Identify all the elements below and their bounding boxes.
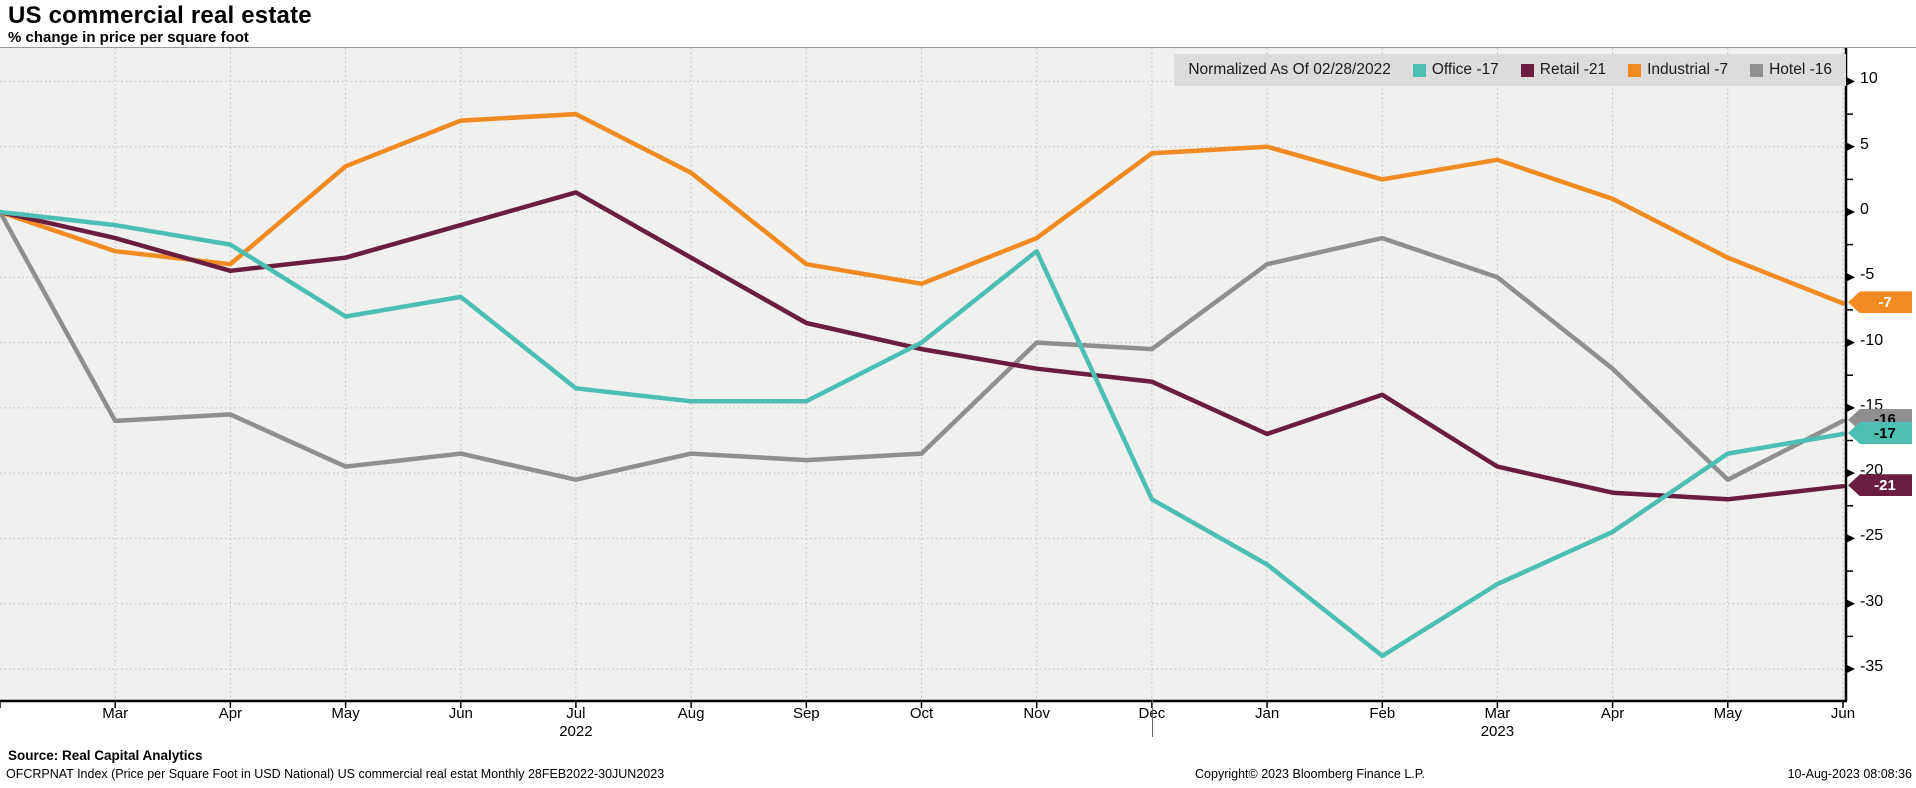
- x-axis-month-label: Sep: [792, 705, 820, 722]
- x-axis-month-label: Oct: [909, 705, 934, 722]
- x-axis-month-label: May: [331, 705, 360, 722]
- x-axis-month-label: Feb: [1369, 705, 1396, 722]
- chart-timestamp: 10-Aug-2023 08:08:36: [1787, 767, 1912, 781]
- legend-swatch-office: [1412, 63, 1426, 77]
- x-axis-month-label: Apr: [1600, 705, 1625, 722]
- legend-swatch-hotel: [1750, 63, 1764, 77]
- legend-label: Industrial -7: [1647, 61, 1729, 78]
- x-axis-month-label: Apr: [218, 705, 243, 722]
- copyright-notice: Copyright© 2023 Bloomberg Finance L.P.: [1195, 767, 1425, 781]
- x-axis-month-label: Mar: [1484, 705, 1511, 722]
- chart-plot: [0, 48, 1855, 708]
- legend-swatch-retail: [1520, 63, 1534, 77]
- legend-item-hotel: Hotel -16: [1750, 61, 1832, 79]
- index-description: OFCRPNAT Index (Price per Square Foot in…: [6, 767, 665, 781]
- y-axis-tick-label: 5: [1860, 135, 1869, 153]
- last-value-badge-office: -17: [1848, 422, 1912, 444]
- page-subtitle: % change in price per square foot: [8, 29, 249, 46]
- y-axis-tick-label: 10: [1860, 70, 1878, 88]
- legend-swatch-industrial: [1628, 63, 1642, 77]
- y-axis-tick-label: -35: [1860, 658, 1884, 675]
- x-axis-year-label: 2023: [1480, 723, 1515, 740]
- chart-area: Normalized As Of 02/28/2022 Office -17 Re…: [0, 47, 1916, 708]
- y-axis-tick-label: -10: [1860, 331, 1884, 349]
- legend-item-office: Office -17: [1412, 61, 1499, 79]
- chart-legend: Normalized As Of 02/28/2022 Office -17 Re…: [1174, 54, 1846, 86]
- legend-label: Retail -21: [1539, 61, 1607, 78]
- last-value-badge-retail: -21: [1848, 474, 1912, 497]
- x-axis-month-label: Aug: [677, 705, 705, 722]
- legend-label: Office -17: [1431, 61, 1499, 78]
- page-title: US commercial real estate: [8, 2, 312, 29]
- x-axis-month-label: Jul: [566, 705, 586, 722]
- y-axis-tick-label: 0: [1860, 201, 1869, 218]
- x-axis-month-label: Nov: [1023, 705, 1051, 722]
- y-axis-tick-label: -5: [1860, 266, 1875, 284]
- y-axis-tick-label: -25: [1860, 527, 1884, 545]
- year-divider-line: [1151, 700, 1153, 737]
- legend-item-industrial: Industrial -7: [1628, 61, 1728, 79]
- x-axis-month-label: Jun: [448, 705, 473, 722]
- source-line: Source: Real Capital Analytics: [8, 748, 203, 763]
- x-axis-year-label: 2022: [559, 723, 593, 740]
- legend-normalized-label: Normalized As Of 02/28/2022: [1188, 61, 1391, 78]
- legend-label: Hotel -16: [1769, 61, 1832, 78]
- legend-item-retail: Retail -21: [1520, 61, 1607, 79]
- x-axis-month-label: Jun: [1830, 705, 1856, 722]
- x-axis-month-label: Mar: [102, 705, 129, 722]
- y-axis-tick-label: -30: [1860, 592, 1884, 610]
- x-axis-month-label: May: [1713, 705, 1742, 722]
- last-value-badge-industrial: -7: [1848, 291, 1912, 314]
- x-axis-month-label: Jan: [1255, 705, 1280, 722]
